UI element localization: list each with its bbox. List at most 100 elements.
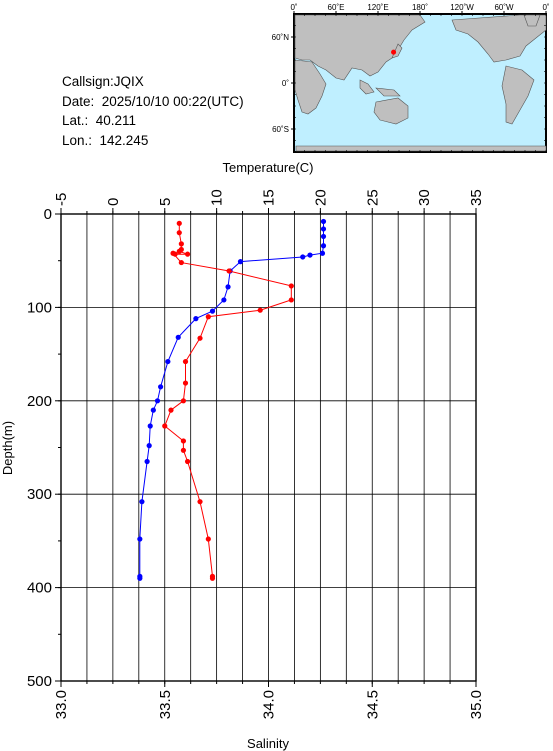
latitude-label: Lat.: 40.211 <box>62 113 137 128</box>
temperature-line <box>139 221 324 579</box>
salinity-point <box>180 438 187 444</box>
temperature-tick-label: 10 <box>209 189 226 206</box>
salinity-point <box>197 335 203 341</box>
salinity-point <box>178 241 184 247</box>
temperature-point <box>137 575 143 581</box>
temperature-point <box>307 252 313 258</box>
salinity-point <box>162 423 168 429</box>
map-lat-label: 60˚S <box>272 125 289 134</box>
callsign-label: Callsign:JQIX <box>62 74 144 89</box>
location-map: 0˚ 60˚E 120˚E 180˚ 120˚W 60˚W 0˚ 60˚N 0˚ 60˚S <box>272 3 550 153</box>
temperature-point <box>165 358 171 365</box>
temperature-tick-label: 35 <box>468 189 485 206</box>
salinity-point <box>176 220 182 226</box>
temperature-point <box>319 250 326 256</box>
chart-series <box>137 218 327 581</box>
temperature-point <box>237 259 244 265</box>
temperature-point <box>147 423 153 429</box>
temperature-point <box>320 243 327 249</box>
temperature-tick-label: 30 <box>416 189 433 206</box>
salinity-point <box>288 283 294 289</box>
temperature-point <box>144 458 150 465</box>
temperature-tick-label: 0 <box>105 198 122 206</box>
temperature-point <box>137 573 143 579</box>
depth-tick-label: 500 <box>27 673 52 690</box>
temperature-axis-title: Temperature(C) <box>222 160 313 175</box>
temperature-point <box>175 334 181 340</box>
temperature-point <box>146 443 152 449</box>
temperature-point <box>193 316 199 322</box>
salinity-point <box>257 307 263 313</box>
salinity-point <box>205 314 211 320</box>
temperature-point <box>154 398 161 404</box>
map-lat-label: 60˚N <box>272 33 290 42</box>
salinity-point <box>184 458 191 465</box>
depth-tick-label: 0 <box>44 206 52 223</box>
salinity-point <box>205 536 211 542</box>
depth-tick-label: 400 <box>27 580 52 597</box>
salinity-point <box>182 380 189 386</box>
temperature-point <box>320 233 327 240</box>
salinity-point <box>226 268 232 274</box>
salinity-point <box>180 398 187 404</box>
temperature-point <box>137 536 143 542</box>
map-lon-label: 180˚ <box>412 3 428 12</box>
salinity-point <box>172 251 178 257</box>
temperature-point <box>150 407 156 413</box>
depth-tick-label: 300 <box>27 486 52 503</box>
salinity-point <box>178 246 184 253</box>
depth-axis-title: Depth(m) <box>0 421 15 475</box>
salinity-point <box>176 230 182 236</box>
map-lon-label: 120˚E <box>367 3 388 12</box>
depth-tick-label: 100 <box>27 299 52 316</box>
map-lon-label: 0˚ <box>542 3 549 12</box>
temperature-point <box>139 499 145 505</box>
chart-grid <box>60 213 477 682</box>
plot-frame <box>60 213 477 682</box>
station-marker <box>391 49 397 55</box>
salinity-point <box>288 297 294 303</box>
temperature-tick-label: 25 <box>364 189 381 206</box>
salinity-point <box>176 248 182 254</box>
temperature-point <box>320 226 327 232</box>
temperature-point <box>300 254 306 260</box>
map-ticks: 0˚ 60˚E 120˚E 180˚ 120˚W 60˚W 0˚ 60˚N 0˚ 60˚S <box>272 3 550 153</box>
salinity-point <box>170 250 176 256</box>
salinity-point <box>168 407 174 413</box>
salinity-point <box>209 575 216 581</box>
salinity-tick-label: 35.0 <box>468 690 485 719</box>
map-land <box>294 14 547 152</box>
salinity-point <box>180 447 187 453</box>
salinity-tick-label: 34.5 <box>364 690 381 719</box>
temperature-tick-label: 5 <box>157 198 174 206</box>
temperature-point <box>320 218 327 225</box>
map-lat-label: 0˚ <box>282 79 289 88</box>
temperature-point <box>225 284 231 290</box>
map-lon-label: 0˚ <box>290 3 297 12</box>
map-lon-label: 60˚E <box>328 3 345 12</box>
station-info: Callsign:JQIX Date: 2025/10/10 00:22(UTC… <box>62 72 244 150</box>
temperature-tick-label: 15 <box>261 189 278 206</box>
map-lon-label: 60˚W <box>494 3 514 12</box>
salinity-line <box>164 223 292 579</box>
map-lon-label: 120˚W <box>450 3 474 12</box>
salinity-tick-label: 34.0 <box>261 690 278 719</box>
salinity-point <box>197 499 203 505</box>
temperature-point <box>221 297 227 303</box>
date-label: Date: 2025/10/10 00:22(UTC) <box>62 93 244 109</box>
salinity-point <box>209 573 216 579</box>
longitude-label: Lon.: 142.245 <box>62 132 149 148</box>
temperature-point <box>158 384 164 390</box>
salinity-tick-label: 33.5 <box>157 690 174 719</box>
salinity-point <box>182 358 189 365</box>
salinity-tick-label: 33.0 <box>53 690 70 719</box>
salinity-point <box>184 251 191 257</box>
temperature-tick-label: 20 <box>312 189 329 206</box>
station-marker-dot <box>391 49 397 55</box>
temperature-point <box>209 308 216 314</box>
temperature-point <box>227 268 233 274</box>
salinity-point <box>178 259 184 266</box>
salinity-axis-title: Salinity <box>247 736 289 751</box>
depth-tick-label: 200 <box>27 393 52 410</box>
